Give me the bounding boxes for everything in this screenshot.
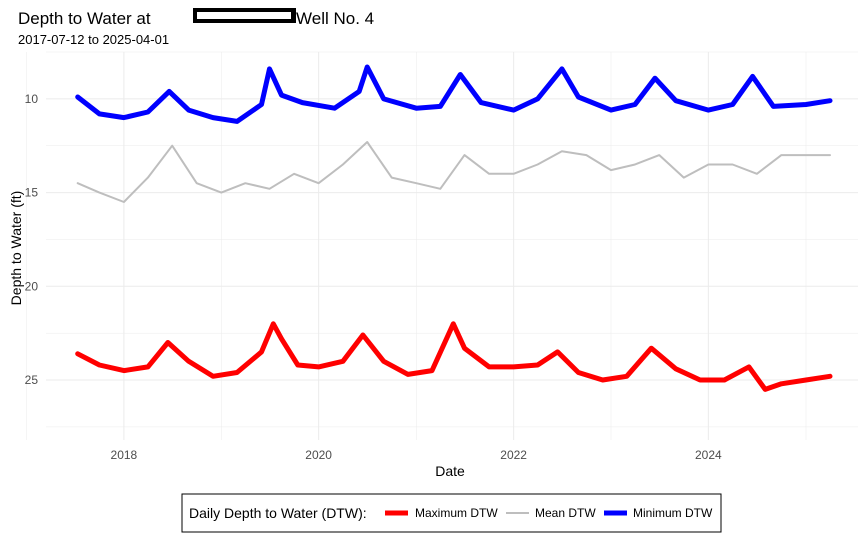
y-axis-ticks: 10 15 20 25: [25, 92, 39, 387]
series-line-mean-dtw: [76, 141, 831, 203]
y-tick-label: 15: [25, 186, 39, 200]
chart-title-suffix: Well No. 4: [296, 9, 374, 28]
legend-label-minimum-dtw: Minimum DTW: [633, 506, 713, 520]
legend-item-minimum-dtw: Minimum DTW: [604, 506, 713, 520]
chart-subtitle: 2017-07-12 to 2025-04-01: [18, 32, 169, 47]
legend-box: [181, 493, 722, 533]
x-tick-label: 2018: [111, 448, 138, 462]
x-tick-label: 2024: [695, 448, 722, 462]
x-tick-label: 2022: [500, 448, 527, 462]
series-lines: [75, 64, 833, 392]
legend-label-maximum-dtw: Maximum DTW: [415, 506, 498, 520]
series-line-maximum-dtw: [75, 321, 833, 392]
legend: Daily Depth to Water (DTW): Maximum DTW …: [181, 493, 722, 533]
y-axis-title: Depth to Water (ft): [8, 191, 24, 306]
x-axis-title: Date: [435, 463, 465, 479]
chart-title: Depth to Water at: [18, 9, 151, 28]
legend-label-mean-dtw: Mean DTW: [535, 506, 596, 520]
legend-item-maximum-dtw: Maximum DTW: [385, 506, 498, 520]
y-tick-label: 20: [25, 279, 39, 293]
legend-item-mean-dtw: Mean DTW: [506, 506, 596, 520]
series-line-minimum-dtw: [75, 64, 833, 124]
chart-title-prefix: Depth to Water at: [18, 9, 151, 28]
y-tick-label: 10: [25, 92, 39, 106]
y-tick-label: 25: [25, 373, 39, 387]
x-tick-label: 2020: [305, 448, 332, 462]
x-axis-ticks: 2018 2020 2022 2024: [111, 448, 722, 462]
legend-title: Daily Depth to Water (DTW):: [189, 505, 367, 521]
